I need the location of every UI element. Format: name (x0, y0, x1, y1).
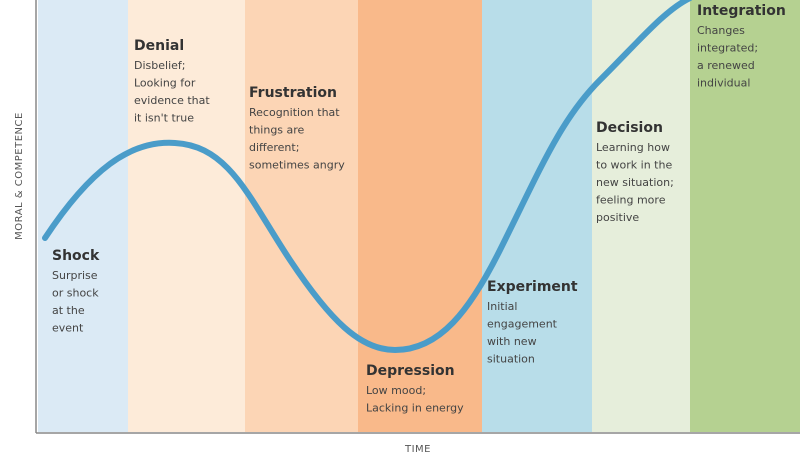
stage-description: new situation; (596, 176, 674, 189)
stage-description: different; (249, 141, 299, 154)
stage-title: Frustration (249, 85, 337, 101)
stage-description: event (52, 322, 84, 335)
stage-description: Disbelief; (134, 59, 185, 72)
stage-description: Looking for (134, 77, 196, 90)
stage-description: engagement (487, 318, 558, 331)
stage-description: evidence that (134, 94, 210, 107)
stage-description: Changes (697, 24, 745, 37)
stage-title: Depression (366, 363, 455, 379)
stage-description: Recognition that (249, 106, 340, 119)
stage-description: Low mood; (366, 384, 426, 397)
stage-description: Learning how (596, 141, 670, 154)
stage-description: individual (697, 77, 750, 90)
stage-title: Integration (697, 3, 786, 19)
stage-description: integrated; (697, 42, 758, 55)
band (690, 0, 800, 432)
band (38, 0, 128, 432)
stage-description: situation (487, 353, 535, 366)
stage-description: to work in the (596, 159, 672, 172)
stage-bands (38, 0, 800, 432)
stage-description: with new (487, 335, 537, 348)
stage-description: at the (52, 304, 85, 317)
stage-description: Initial (487, 300, 517, 313)
y-axis-label: MORAL & COMPETENCE (14, 112, 25, 240)
stage-description: it isn't true (134, 112, 194, 125)
change-curve (42, 0, 693, 354)
band (358, 0, 482, 432)
x-axis-label: TIME (404, 444, 431, 455)
stage-description: or shock (52, 287, 99, 300)
band (128, 0, 245, 432)
stage-title: Decision (596, 120, 663, 136)
band (482, 0, 592, 432)
stage-title: Shock (52, 248, 100, 264)
stage-description: things are (249, 124, 305, 137)
stage-description: Surprise (52, 269, 98, 282)
stage-description: sometimes angry (249, 159, 345, 172)
stage-description: positive (596, 211, 639, 224)
stage-title: Denial (134, 38, 184, 54)
stage-labels: Shock Surprise or shock at the event Denial Di… (52, 3, 786, 415)
stage-description: a renewed (697, 59, 755, 72)
stage-description: feeling more (596, 194, 666, 207)
stage-title: Experiment (487, 279, 578, 295)
stage-description: Lacking in energy (366, 402, 464, 415)
